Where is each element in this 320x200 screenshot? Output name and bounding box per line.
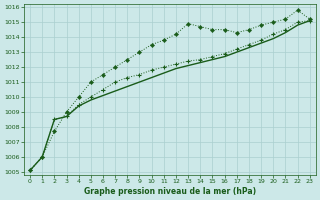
X-axis label: Graphe pression niveau de la mer (hPa): Graphe pression niveau de la mer (hPa) xyxy=(84,187,256,196)
